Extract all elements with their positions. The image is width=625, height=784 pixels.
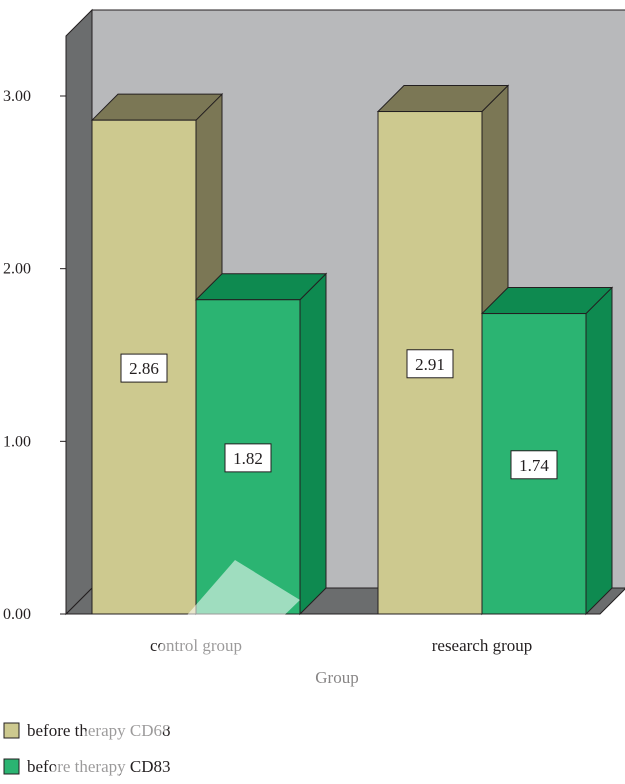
y-tick-label: 1.00: [3, 433, 31, 450]
y-tick-label: 0.00: [3, 606, 31, 623]
data-label-box: [224, 443, 272, 473]
data-label-box: [510, 450, 558, 480]
legend-swatch: [3, 722, 20, 739]
y-axis: 0.00 1.00 2.00 3.00: [3, 36, 67, 623]
y-tick-label: 3.00: [3, 88, 31, 105]
data-label-box: [120, 353, 168, 383]
bar-side: [585, 286, 613, 616]
legend: before therapy CD68 before therapy CD83: [3, 721, 171, 776]
data-label-box: [406, 349, 454, 379]
y-tick-label: 2.00: [3, 261, 31, 278]
data-label: 2.86: [129, 359, 159, 378]
data-label: 2.91: [415, 355, 445, 374]
bars: 2.86 1.82 2.91 1.74: [90, 84, 614, 616]
left-wall: [65, 8, 93, 616]
legend-item: before therapy CD68: [3, 721, 171, 740]
data-label: 1.74: [519, 456, 549, 475]
bar: 1.74: [480, 286, 614, 616]
x-axis: control group research group: [150, 636, 532, 655]
legend-swatch: [3, 758, 20, 775]
x-axis-title: Group: [315, 668, 358, 687]
bar-side: [299, 272, 327, 616]
x-tick-label: control group: [150, 636, 242, 655]
legend-label: before therapy CD83: [27, 757, 171, 776]
bar: 1.82: [194, 272, 328, 616]
x-tick-label: research group: [432, 636, 533, 655]
data-label: 1.82: [233, 449, 263, 468]
legend-label: before therapy CD68: [27, 721, 171, 740]
legend-item: before therapy CD83: [3, 757, 171, 776]
